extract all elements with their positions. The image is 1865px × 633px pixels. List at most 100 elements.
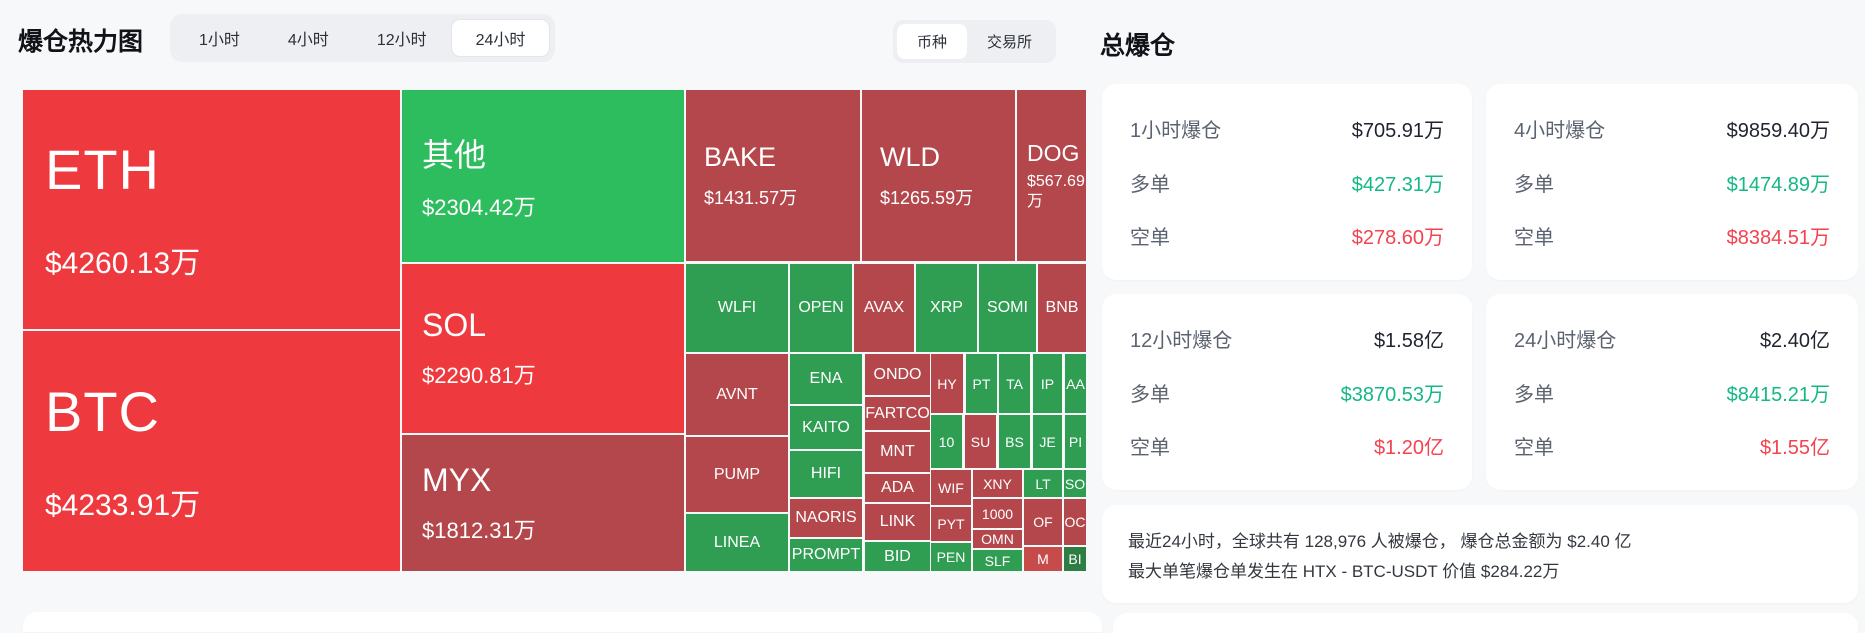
treemap-tile-WLD[interactable]: WLD $1265.59万 — [862, 90, 1015, 261]
treemap-tile-WIF[interactable]: WIF — [931, 470, 971, 505]
treemap-tile-BTC[interactable]: BTC $4233.91万 — [23, 331, 400, 571]
tile-symbol: BS — [1005, 433, 1024, 450]
tile-symbol: PEN — [936, 549, 966, 565]
treemap-tile-AA[interactable]: AA — [1065, 354, 1086, 413]
treemap-tile-PEN[interactable]: PEN — [931, 543, 971, 571]
treemap-tile-SO[interactable]: SO — [1064, 470, 1086, 497]
long-value: $1474.89万 — [1726, 173, 1830, 196]
treemap-tile-PYT[interactable]: PYT — [931, 507, 971, 541]
treemap-tile-BNB[interactable]: BNB — [1038, 264, 1086, 352]
treemap-tile-JE[interactable]: JE — [1033, 415, 1062, 468]
tile-symbol: BTC — [45, 379, 160, 443]
treemap-tile-SOL[interactable]: SOL $2290.81万 — [402, 264, 684, 433]
treemap-tile-IP[interactable]: IP — [1033, 354, 1062, 413]
treemap-tile-PUMP[interactable]: PUMP — [686, 437, 788, 512]
time-filter-4小时[interactable]: 4小时 — [264, 19, 353, 57]
treemap-tile-LT[interactable]: LT — [1024, 470, 1062, 497]
treemap-tile-XNY[interactable]: XNY — [973, 470, 1022, 497]
treemap-tile-OPEN[interactable]: OPEN — [790, 264, 852, 352]
stat-row: 多单 $1474.89万 — [1514, 168, 1830, 197]
tile-symbol: LINEA — [713, 533, 761, 551]
bottom-left-card-partial — [23, 612, 1102, 632]
treemap-tile-AVNT[interactable]: AVNT — [686, 354, 788, 435]
tile-symbol: NAORIS — [795, 509, 857, 526]
treemap-tile-其他[interactable]: 其他 $2304.42万 — [402, 90, 684, 262]
treemap-tile-ETH[interactable]: ETH $4260.13万 — [23, 90, 400, 329]
time-filter-1小时[interactable]: 1小时 — [175, 19, 264, 57]
treemap-tile-HIFI[interactable]: HIFI — [790, 451, 862, 497]
tile-symbol: 1000 — [981, 505, 1014, 522]
short-label: 空单 — [1130, 227, 1170, 249]
liquidation-treemap: ETH $4260.13万 BTC $4233.91万 其他 $2304.42万 SOL $2… — [23, 90, 1086, 571]
period-total: $705.91万 — [1351, 120, 1444, 142]
time-filter-24小时[interactable]: 24小时 — [450, 19, 551, 57]
short-value: $1.55亿 — [1759, 437, 1830, 459]
treemap-tile-SLF[interactable]: SLF — [973, 550, 1022, 571]
tile-symbol: PI — [1068, 433, 1083, 450]
treemap-tile-OF[interactable]: OF — [1024, 499, 1062, 545]
long-value: $3870.53万 — [1340, 383, 1444, 406]
treemap-tile-SOMI[interactable]: SOMI — [979, 264, 1036, 352]
treemap-tile-OMN[interactable]: OMN — [973, 530, 1022, 548]
tile-symbol: PROMPT — [791, 546, 861, 563]
treemap-tile-XRP[interactable]: XRP — [916, 264, 977, 352]
treemap-tile-WLFI[interactable]: WLFI — [686, 264, 788, 352]
treemap-tile-DOG[interactable]: DOG $567.69万 — [1017, 90, 1086, 261]
long-label: 多单 — [1514, 383, 1554, 406]
stat-row: 空单 $1.55亿 — [1514, 431, 1830, 460]
tile-symbol: MNT — [880, 443, 915, 460]
time-filter-group: 1小时 4小时 12小时 24小时 — [170, 14, 556, 62]
liq-card-12小时爆仓: 12小时爆仓 $1.58亿 多单 $3870.53万 空单 $1.20亿 — [1102, 294, 1472, 490]
time-filter-12小时[interactable]: 12小时 — [353, 19, 451, 57]
view-toggle-交易所[interactable]: 交易所 — [967, 24, 1052, 59]
tile-symbol: OPEN — [798, 299, 844, 316]
treemap-tile-PT[interactable]: PT — [966, 354, 997, 413]
tile-symbol: AA — [1066, 375, 1085, 392]
treemap-tile-ENA[interactable]: ENA — [790, 354, 862, 404]
stat-row: 空单 $1.20亿 — [1130, 431, 1444, 460]
treemap-tile-PI[interactable]: PI — [1065, 415, 1086, 468]
treemap-tile-MYX[interactable]: MYX $1812.31万 — [402, 435, 684, 571]
treemap-tile-M[interactable]: M — [1024, 547, 1062, 571]
period-label: 24小时爆仓 — [1514, 330, 1617, 352]
tile-symbol: IP — [1040, 375, 1055, 392]
treemap-tile-AVAX[interactable]: AVAX — [854, 264, 914, 352]
short-label: 空单 — [1514, 227, 1554, 249]
treemap-tile-HY[interactable]: HY — [931, 354, 963, 413]
treemap-tile-10[interactable]: 10 — [931, 415, 962, 468]
treemap-tile-FARTCO[interactable]: FARTCO — [865, 397, 930, 430]
long-label: 多单 — [1130, 173, 1170, 196]
short-label: 空单 — [1514, 437, 1554, 459]
treemap-tile-MNT[interactable]: MNT — [865, 432, 930, 472]
treemap-tile-BID[interactable]: BID — [865, 542, 930, 571]
treemap-tile-TA[interactable]: TA — [999, 354, 1030, 413]
treemap-tile-LINEA[interactable]: LINEA — [686, 514, 788, 571]
view-toggle-币种[interactable]: 币种 — [897, 24, 968, 59]
treemap-tile-1000[interactable]: 1000 — [973, 499, 1022, 528]
treemap-tile-NAORIS[interactable]: NAORIS — [790, 499, 862, 537]
treemap-tile-ONDO[interactable]: ONDO — [865, 354, 930, 395]
treemap-tile-BI[interactable]: BI — [1064, 547, 1086, 571]
tile-symbol: SO — [1064, 475, 1086, 492]
tile-value: $1265.59万 — [880, 187, 974, 208]
treemap-tile-PROMPT[interactable]: PROMPT — [790, 539, 862, 571]
treemap-tile-SU[interactable]: SU — [965, 415, 996, 468]
treemap-tile-ADA[interactable]: ADA — [865, 474, 930, 502]
stat-row: 多单 $3870.53万 — [1130, 378, 1444, 407]
tile-symbol: ETH — [45, 138, 160, 201]
summary-line-2: 最大单笔爆仓单发生在 HTX - BTC-USDT 价值 $284.22万 — [1128, 562, 1560, 581]
treemap-tile-BAKE[interactable]: BAKE $1431.57万 — [686, 90, 860, 261]
treemap-tile-KAITO[interactable]: KAITO — [790, 406, 862, 449]
treemap-tile-BS[interactable]: BS — [999, 415, 1030, 468]
tile-symbol: ENA — [809, 370, 843, 387]
treemap-tile-LINK[interactable]: LINK — [865, 504, 930, 540]
period-total: $2.40亿 — [1759, 330, 1830, 352]
treemap-tile-OC[interactable]: OC — [1064, 499, 1086, 545]
tile-symbol: SOL — [422, 307, 487, 343]
tile-symbol: OMN — [981, 531, 1014, 547]
tile-value: $567.69万 — [1027, 172, 1085, 210]
tile-symbol: ONDO — [873, 365, 922, 383]
stat-row: 空单 $278.60万 — [1130, 221, 1444, 250]
tile-symbol: FARTCO — [865, 404, 930, 422]
period-label: 12小时爆仓 — [1130, 330, 1233, 352]
